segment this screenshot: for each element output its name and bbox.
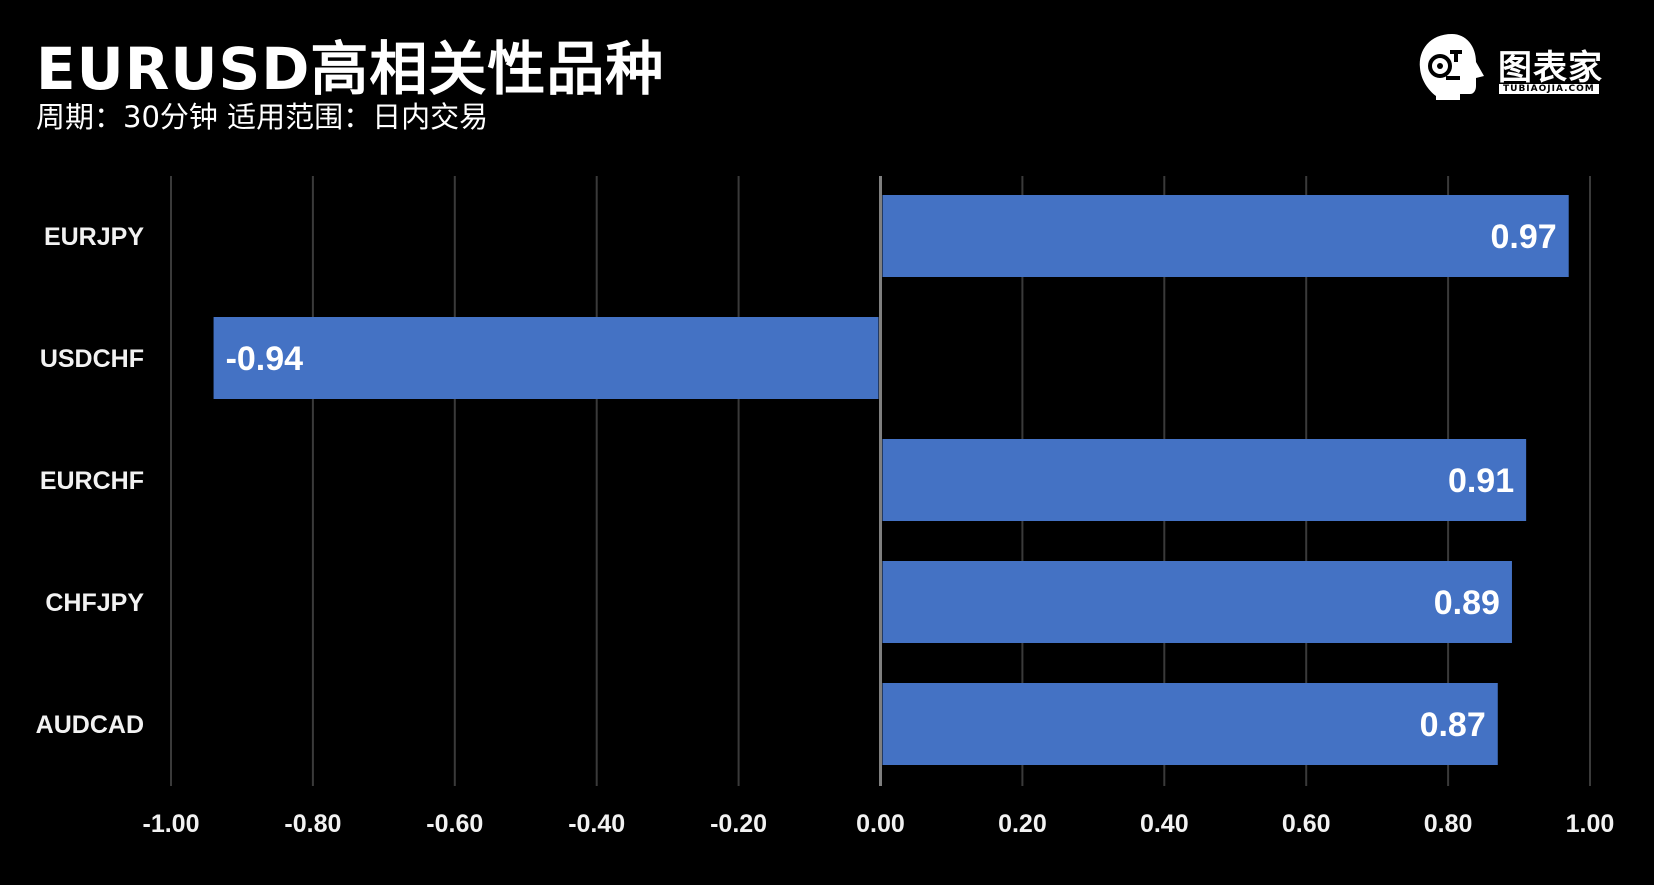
x-tick-label: 0.80 xyxy=(1424,810,1473,838)
bar-eurjpy xyxy=(882,195,1569,277)
logo-text: 图表家 xyxy=(1498,48,1603,88)
x-tick-label: 0.60 xyxy=(1282,810,1331,838)
value-labels: 0.97 -0.94 0.91 0.89 0.87 xyxy=(226,218,1557,744)
logo-subtext: TUBIAOJIA.COM xyxy=(1499,84,1599,94)
category-label: AUDCAD xyxy=(36,711,144,739)
value-label: 0.89 xyxy=(1434,584,1500,622)
bar-usdchf xyxy=(213,317,879,399)
x-tick-label: 0.00 xyxy=(856,810,905,838)
category-label: USDCHF xyxy=(40,345,144,373)
x-tick-label: 0.40 xyxy=(1140,810,1189,838)
x-tick-labels: -1.00 -0.80 -0.60 -0.40 -0.20 0.00 0.20 0.40 0.6… xyxy=(143,810,1615,838)
category-label: EURCHF xyxy=(40,467,144,495)
category-labels: EURJPY USDCHF EURCHF CHFJPY AUDCAD xyxy=(36,223,145,739)
x-tick-label: -0.80 xyxy=(284,810,341,838)
bar-audcad xyxy=(882,683,1498,765)
bar-chfjpy xyxy=(882,561,1512,643)
value-label: 0.91 xyxy=(1448,462,1514,500)
category-label: CHFJPY xyxy=(45,589,144,617)
chart-subtitle: 周期：30分钟 适用范围：日内交易 xyxy=(36,100,489,134)
category-label: EURJPY xyxy=(44,223,144,251)
value-label: 0.97 xyxy=(1491,218,1557,256)
chart-title: EURUSD高相关性品种 xyxy=(36,35,665,103)
bar-eurchf xyxy=(882,439,1527,521)
x-tick-label: 0.20 xyxy=(998,810,1047,838)
x-tick-label: -0.40 xyxy=(568,810,625,838)
value-label: -0.94 xyxy=(226,340,304,378)
x-tick-label: -1.00 xyxy=(143,810,200,838)
x-tick-label: -0.60 xyxy=(426,810,483,838)
robot-head-icon xyxy=(1419,34,1484,100)
brand-logo: 图表家 TUBIAOJIA.COM xyxy=(1416,32,1616,102)
x-tick-label: -0.20 xyxy=(710,810,767,838)
x-tick-label: 1.00 xyxy=(1566,810,1615,838)
bars xyxy=(213,195,1569,765)
value-label: 0.87 xyxy=(1420,706,1486,744)
